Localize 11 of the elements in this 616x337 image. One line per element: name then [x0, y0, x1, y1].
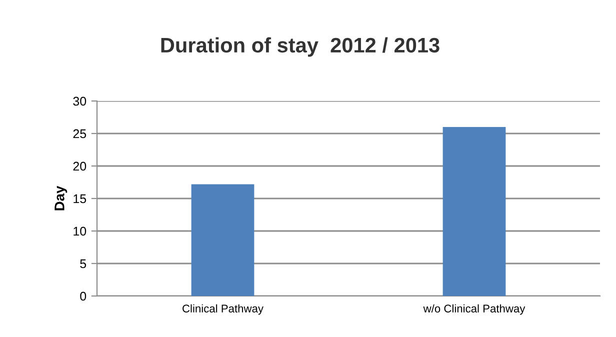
- y-tick-label: 15: [74, 194, 86, 204]
- y-tick-label: 10: [74, 226, 86, 236]
- y-axis-title: Day: [54, 186, 68, 210]
- y-tick-label: 5: [80, 259, 86, 268]
- y-tick-label: 30: [73, 96, 86, 106]
- x-tick-label: Clinical Pathway: [182, 304, 264, 315]
- y-tick-label: 0: [80, 292, 86, 301]
- x-tick-label: w/o Clinical Pathway: [423, 304, 526, 315]
- y-tick-label: 20: [73, 162, 86, 171]
- chart-title: Duration of stay 2012 / 2013: [161, 37, 440, 57]
- y-tick-label: 25: [73, 129, 86, 138]
